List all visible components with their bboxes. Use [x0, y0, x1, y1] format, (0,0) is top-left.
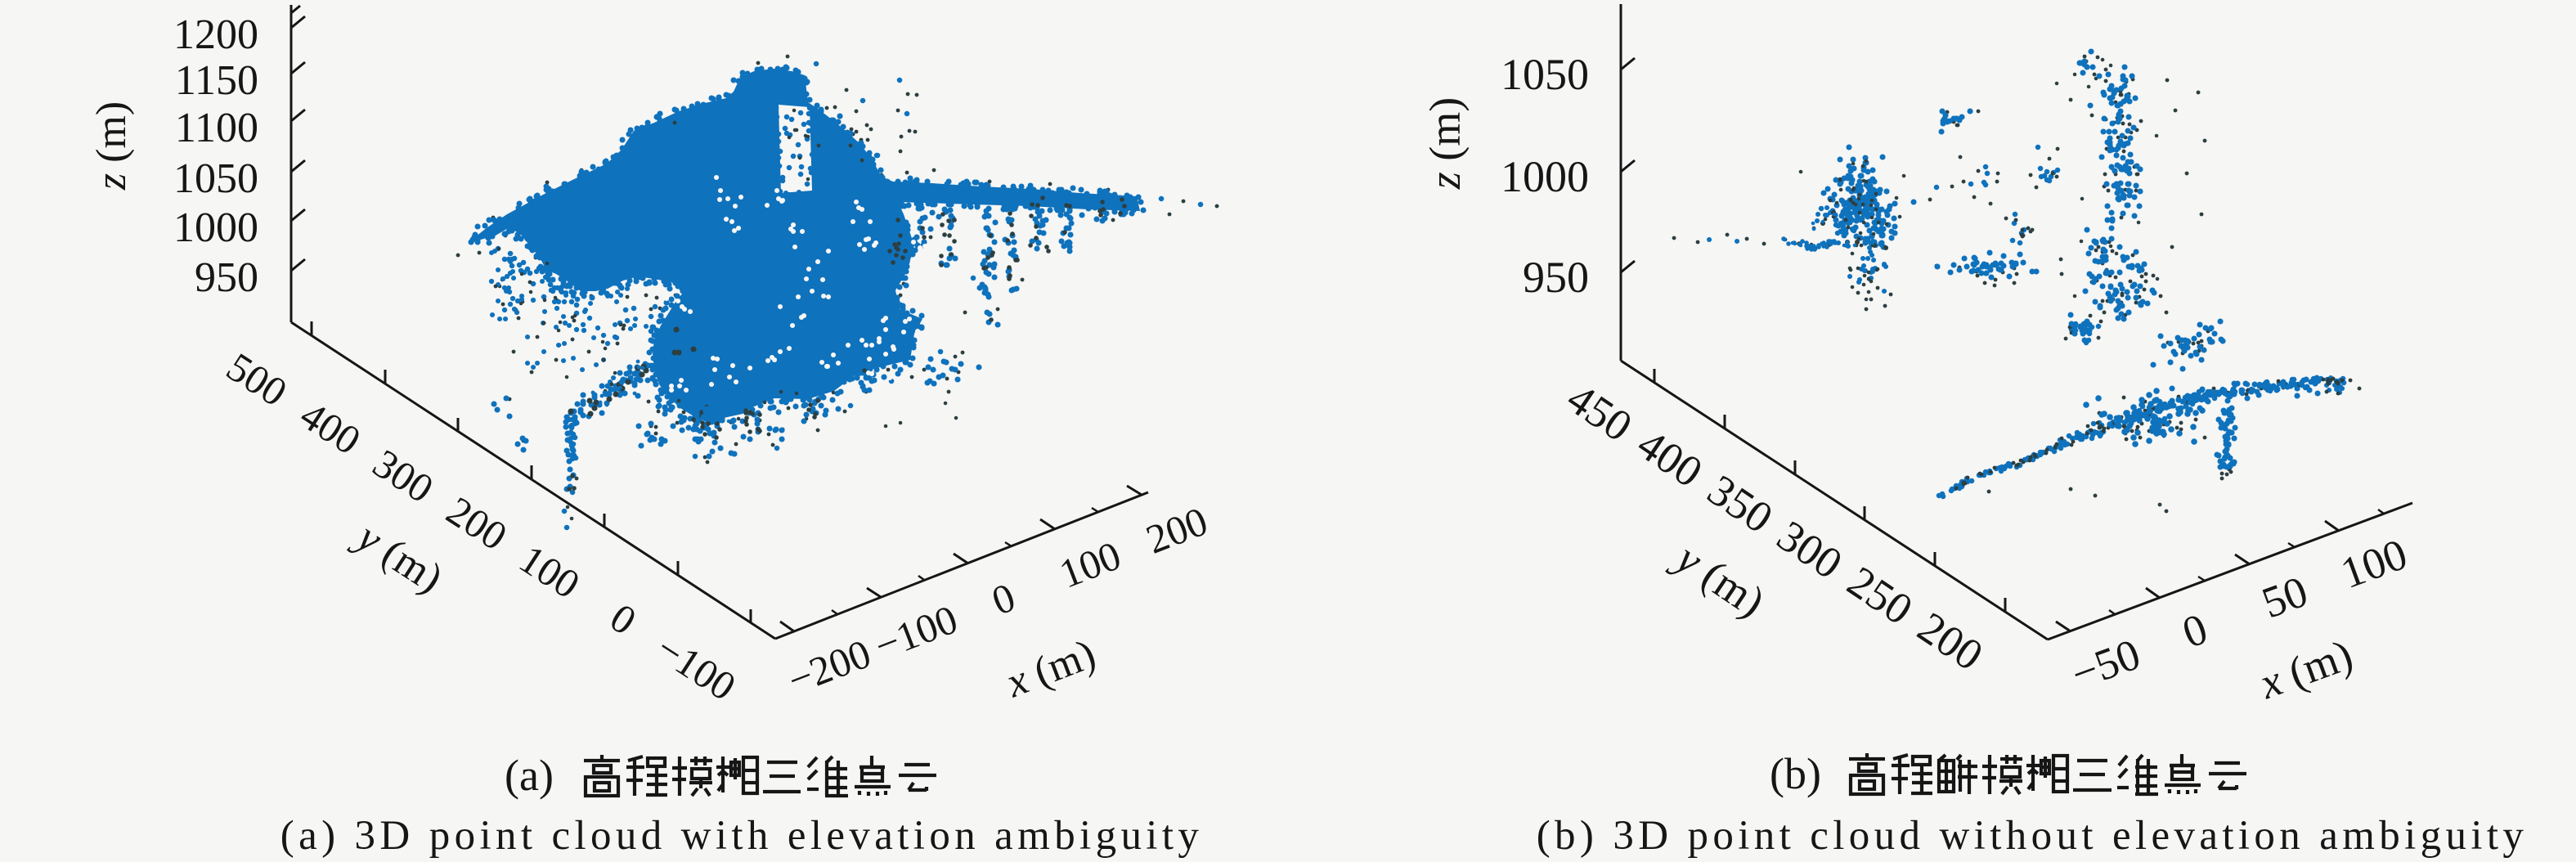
- svg-text:1000: 1000: [173, 204, 258, 251]
- svg-text:1050: 1050: [1501, 50, 1589, 99]
- svg-text:z (m): z (m): [88, 101, 135, 191]
- svg-text:1150: 1150: [175, 57, 258, 104]
- svg-text:950: 950: [195, 254, 258, 301]
- svg-text:1050: 1050: [173, 155, 258, 202]
- svg-text:1100: 1100: [175, 105, 258, 151]
- svg-text:1000: 1000: [1501, 152, 1589, 201]
- svg-text:(a): (a): [505, 751, 554, 800]
- svg-text:(a) 3D point cloud with elevat: (a) 3D point cloud with elevation ambigu…: [280, 813, 1203, 859]
- svg-text:(b) 3D point cloud without ele: (b) 3D point cloud without elevation amb…: [1537, 813, 2529, 859]
- svg-text:1200: 1200: [173, 11, 258, 58]
- svg-text:(b): (b): [1770, 749, 1821, 798]
- svg-text:z (m): z (m): [1420, 97, 1470, 190]
- svg-text:950: 950: [1523, 253, 1589, 302]
